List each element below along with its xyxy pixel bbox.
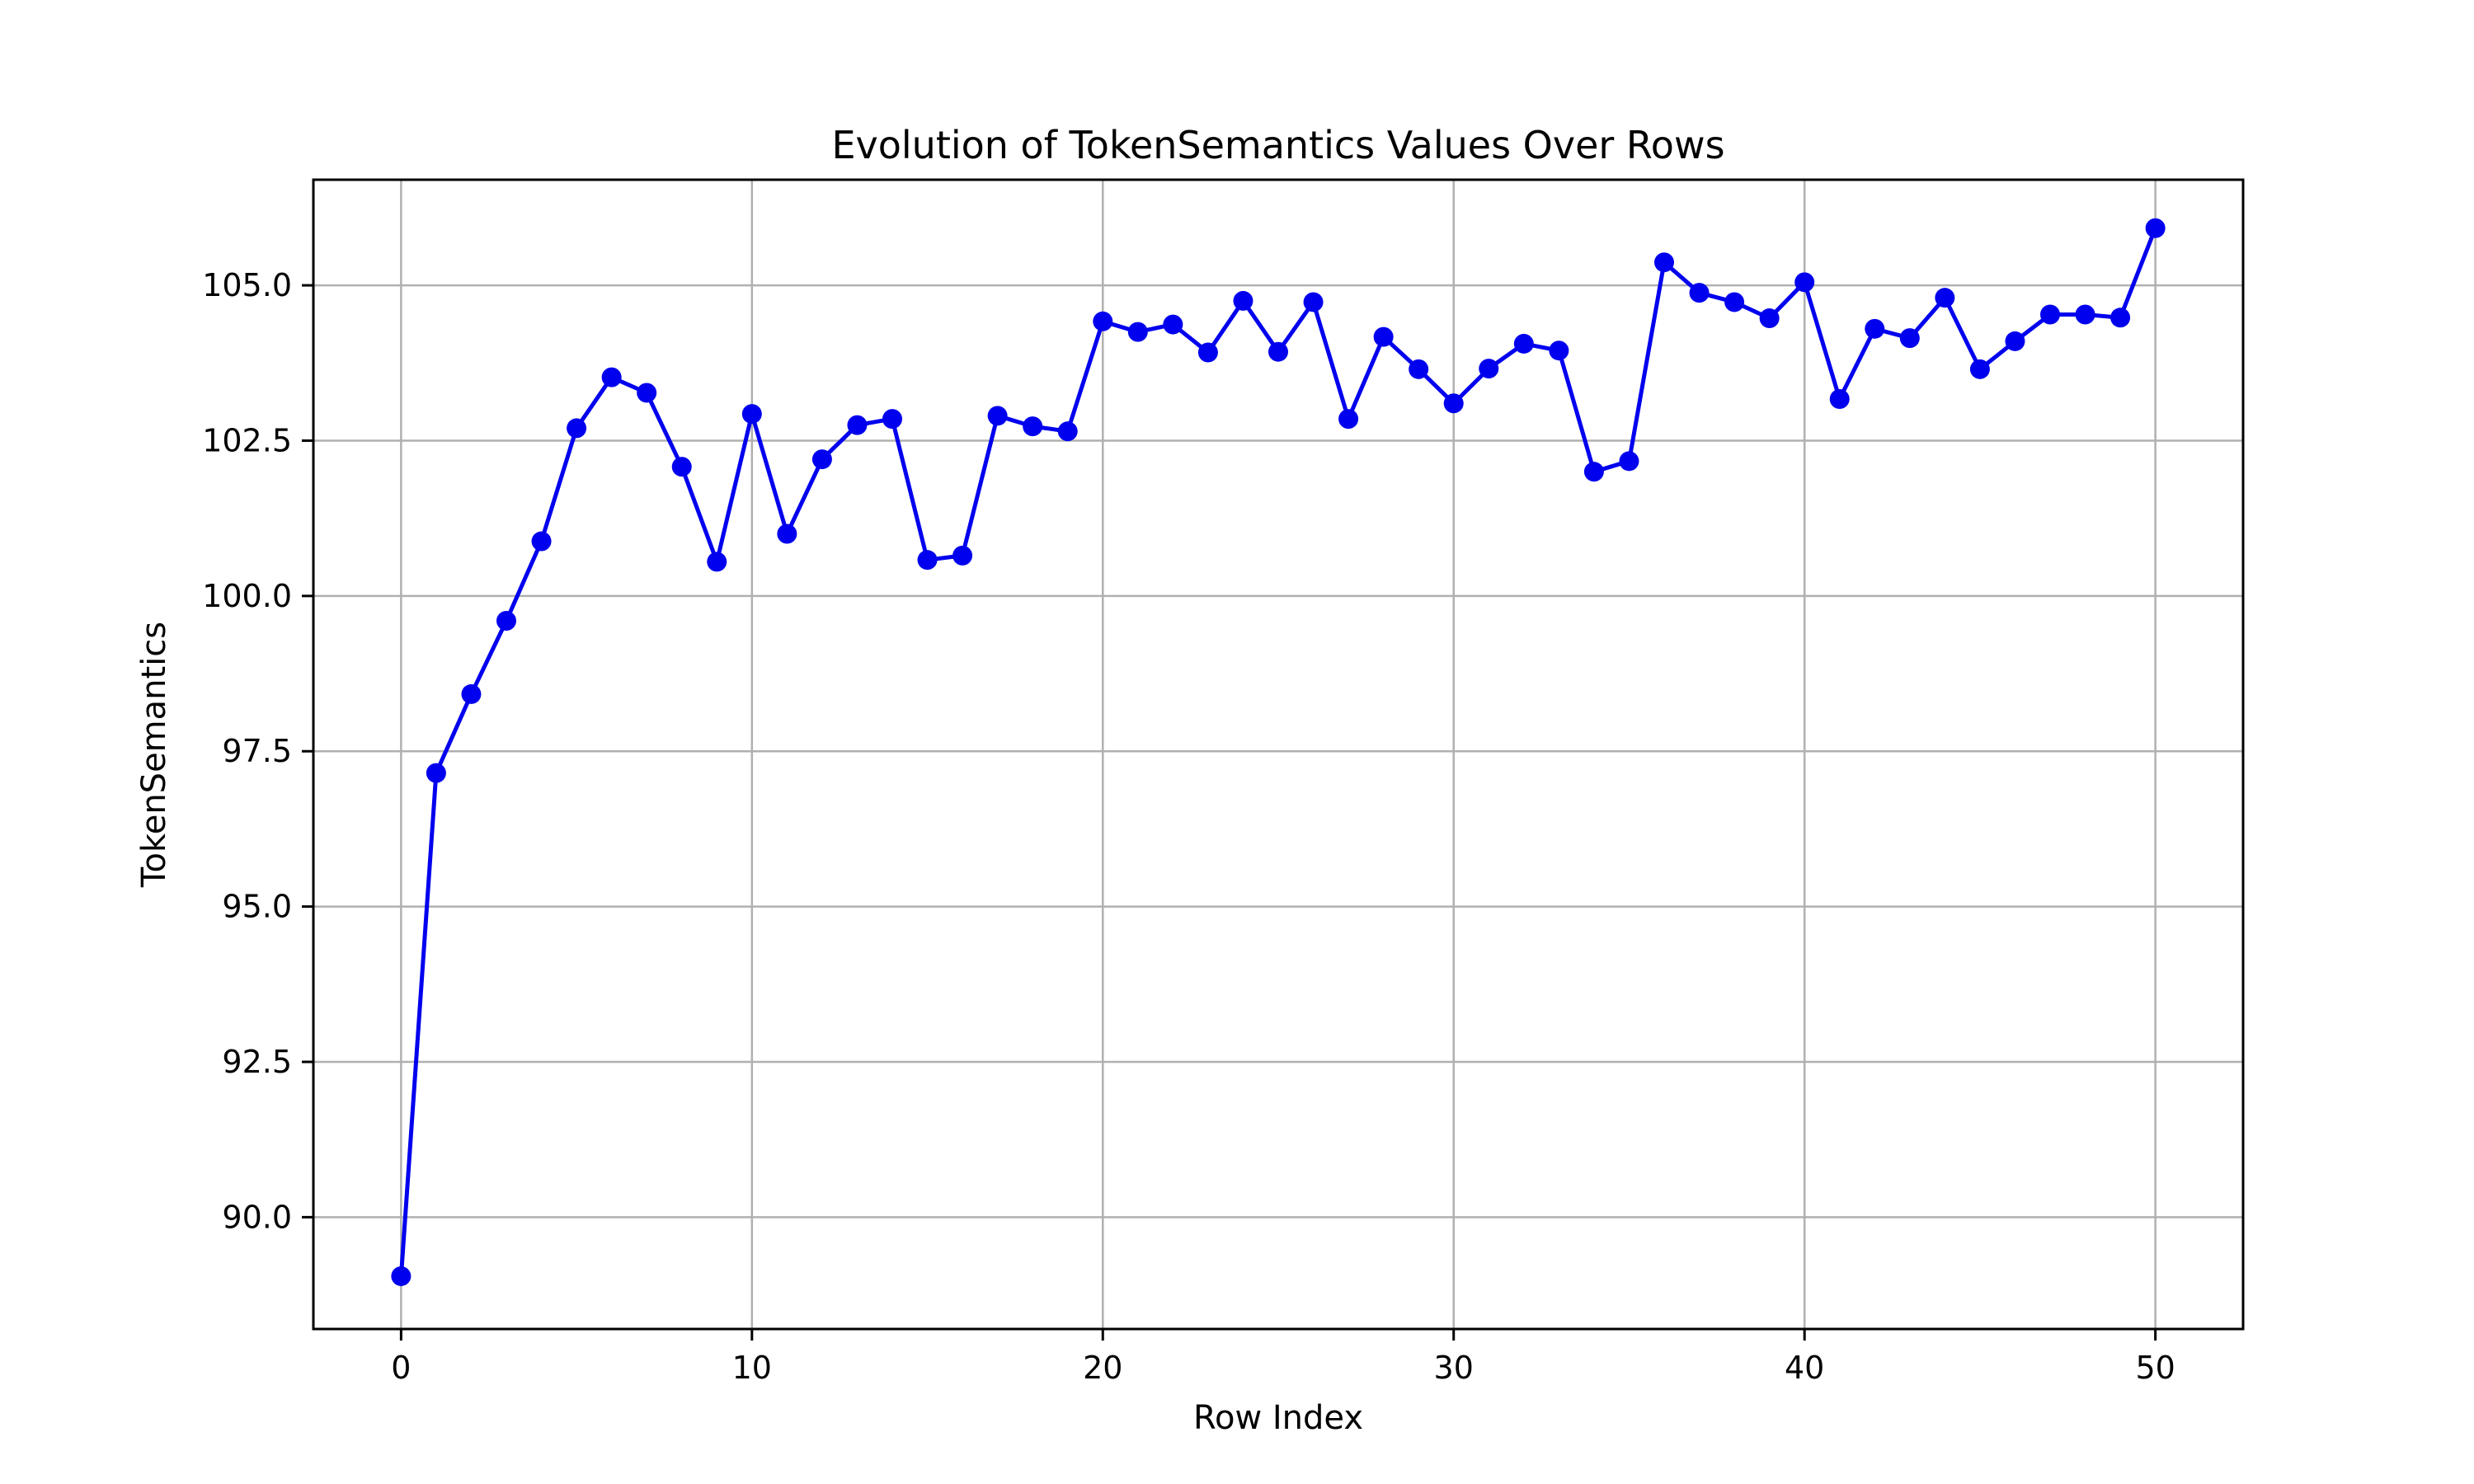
- data-point: [1093, 311, 1113, 331]
- data-point: [426, 763, 446, 783]
- data-point: [1023, 416, 1043, 437]
- data-point: [1513, 333, 1534, 354]
- data-point: [531, 531, 552, 552]
- data-point: [1759, 308, 1780, 329]
- data-point: [1724, 292, 1745, 312]
- axis-ticks: 0 10 20 30 40 50 90.0 92.5 95.0 97.5 100.0 102.5 105…: [202, 267, 2175, 1386]
- data-point: [2145, 218, 2166, 238]
- y-tick-label: 95.0: [222, 889, 292, 925]
- chart-title: Evolution of TokenSemantics Values Over …: [831, 123, 1724, 167]
- y-axis-label: TokenSemantics: [135, 622, 173, 888]
- data-point: [952, 545, 973, 566]
- data-point: [707, 552, 727, 572]
- x-tick-label: 40: [1785, 1350, 1824, 1386]
- data-point: [1865, 318, 1885, 339]
- data-point: [847, 415, 868, 435]
- data-point: [601, 367, 622, 387]
- data-series: [391, 218, 2166, 1286]
- data-point: [1969, 359, 1990, 379]
- x-tick-label: 50: [2135, 1350, 2175, 1386]
- data-point: [671, 457, 692, 477]
- data-point: [1654, 252, 1674, 273]
- data-point: [1303, 292, 1324, 312]
- data-point: [1899, 328, 1920, 349]
- x-tick-label: 0: [391, 1350, 411, 1386]
- data-point: [2110, 308, 2131, 328]
- data-point: [777, 524, 797, 544]
- grid-lines: [313, 180, 2243, 1329]
- data-point: [1057, 421, 1078, 442]
- data-point: [2040, 304, 2060, 325]
- data-point: [1233, 290, 1253, 311]
- y-tick-label: 100.0: [202, 578, 292, 614]
- data-point: [882, 409, 902, 430]
- data-point: [1583, 462, 1604, 482]
- data-point: [1268, 341, 1288, 362]
- data-point: [1338, 409, 1359, 430]
- plot-area-frame: [312, 178, 2245, 1331]
- data-point: [567, 418, 587, 439]
- data-point: [1829, 388, 1850, 409]
- y-tick-label: 97.5: [222, 733, 292, 769]
- x-tick-label: 30: [1434, 1350, 1474, 1386]
- y-tick-label: 92.5: [222, 1044, 292, 1080]
- data-point: [1619, 451, 1639, 472]
- data-point: [2005, 331, 2025, 351]
- data-point: [496, 610, 516, 631]
- x-tick-label: 20: [1083, 1350, 1122, 1386]
- data-point: [1549, 340, 1569, 361]
- x-tick-label: 10: [732, 1350, 772, 1386]
- data-point: [1443, 393, 1464, 414]
- x-axis-label: Row Index: [1193, 1399, 1363, 1437]
- data-point: [811, 449, 832, 470]
- data-point: [1197, 342, 1218, 363]
- data-point: [2075, 304, 2095, 325]
- data-point: [461, 683, 482, 704]
- data-point: [741, 404, 762, 425]
- data-point: [391, 1266, 412, 1286]
- data-point: [1409, 359, 1429, 379]
- data-point: [1479, 359, 1499, 379]
- data-point: [637, 383, 657, 403]
- data-point: [1373, 326, 1394, 347]
- data-point: [987, 406, 1008, 426]
- data-point: [1935, 288, 1955, 308]
- data-point: [1689, 283, 1710, 303]
- data-point: [1794, 272, 1815, 293]
- data-point: [1163, 314, 1183, 335]
- data-point: [917, 550, 938, 571]
- y-tick-label: 105.0: [202, 267, 292, 303]
- data-point: [1127, 322, 1148, 342]
- y-tick-label: 102.5: [202, 422, 292, 458]
- y-tick-label: 90.0: [222, 1199, 292, 1235]
